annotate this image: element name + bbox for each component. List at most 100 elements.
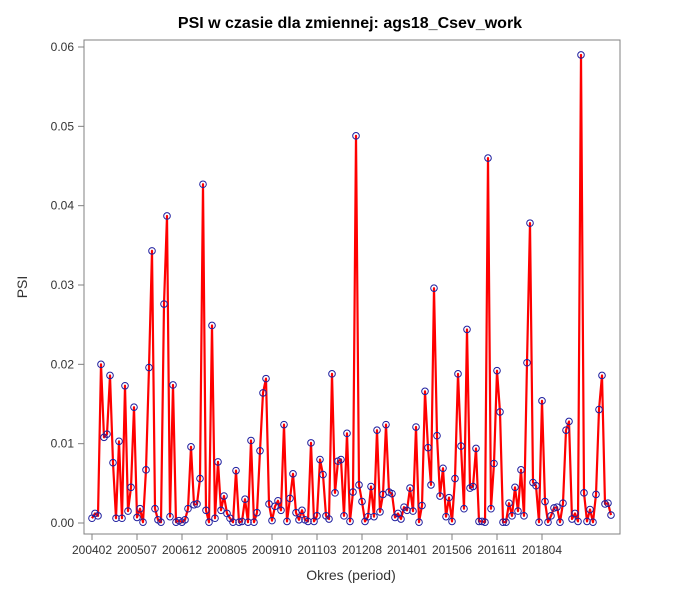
data-point: [502, 518, 510, 527]
data-point: [457, 442, 465, 450]
data-point: [475, 517, 483, 526]
x-tick-label: 200910: [252, 543, 292, 557]
data-point: [451, 474, 459, 483]
chart-title: PSI w czasie dla zmiennej: ags18_Csev_wo…: [178, 15, 522, 32]
data-point: [145, 363, 153, 372]
x-tick-label: 201103: [297, 543, 336, 557]
data-point: [523, 358, 531, 367]
data-point: [103, 430, 111, 438]
x-tick-label: 201611: [477, 543, 516, 557]
data-point: [598, 371, 606, 380]
data-point: [583, 517, 591, 526]
data-point: [337, 455, 345, 464]
data-point: [205, 518, 213, 527]
data-point: [283, 517, 291, 526]
data-point: [553, 503, 561, 511]
data-point: [157, 518, 165, 527]
data-point: [97, 360, 105, 369]
data-point: [535, 518, 543, 527]
data-point: [331, 489, 339, 497]
data-point: [364, 512, 372, 521]
data-point: [256, 447, 264, 455]
data-point: [217, 506, 225, 515]
data-point: [511, 483, 519, 492]
data-point: [577, 51, 585, 59]
data-point: [340, 512, 348, 520]
data-point: [382, 420, 390, 429]
data-point: [124, 507, 132, 515]
data-point: [580, 489, 588, 497]
data-point: [433, 431, 441, 440]
data-point: [235, 518, 243, 527]
data-point: [109, 458, 117, 467]
data-point: [595, 405, 603, 414]
data-point: [325, 515, 333, 523]
data-point: [304, 517, 312, 526]
data-point: [220, 492, 228, 500]
data-point: [250, 518, 258, 527]
data-point: [139, 518, 147, 527]
data-point: [559, 499, 567, 507]
data-point: [514, 507, 522, 515]
data-point: [604, 499, 612, 507]
data-point: [163, 212, 171, 220]
x-axis: 200402 200507 200612 200805 200910 201103 2012…: [72, 534, 562, 557]
data-point: [592, 490, 600, 499]
data-point: [181, 516, 189, 524]
data-point: [460, 504, 468, 513]
data-point: [526, 219, 534, 227]
data-point: [244, 518, 252, 527]
data-point: [196, 474, 204, 483]
data-point: [118, 514, 126, 523]
data-point: [421, 387, 429, 396]
data-point: [571, 509, 579, 518]
y-tick-label: 0.06: [51, 40, 75, 54]
x-axis-label: Okres (period): [306, 567, 395, 583]
x-tick-label: 200507: [117, 543, 157, 557]
y-tick-label: 0.02: [51, 357, 75, 371]
data-point: [130, 403, 138, 411]
series-group: [88, 51, 615, 527]
data-point: [268, 516, 276, 525]
data-point: [184, 504, 192, 513]
data-point: [505, 499, 513, 507]
data-point: [388, 489, 396, 498]
y-tick-label: 0.01: [51, 437, 75, 451]
data-point: [472, 444, 480, 453]
data-point: [454, 370, 462, 378]
y-tick-label: 0.04: [51, 199, 75, 213]
data-point: [439, 464, 447, 473]
data-point: [127, 483, 135, 492]
data-point: [295, 516, 303, 524]
data-point: [517, 466, 525, 474]
data-point: [136, 504, 144, 513]
data-point: [442, 512, 450, 521]
data-point: [133, 513, 141, 522]
data-point: [412, 423, 420, 431]
data-point: [253, 508, 261, 517]
data-point: [601, 500, 609, 508]
data-point: [214, 458, 222, 466]
data-point: [370, 512, 378, 521]
data-point: [166, 512, 174, 521]
data-point: [520, 512, 528, 520]
data-point: [481, 518, 489, 527]
data-point: [229, 518, 237, 527]
data-point: [208, 321, 216, 330]
data-point: [313, 512, 321, 520]
data-point: [241, 495, 249, 504]
data-point: [280, 420, 288, 429]
data-point: [556, 518, 564, 527]
data-point: [115, 437, 123, 446]
x-tick-label: 200805: [207, 543, 247, 557]
x-tick-label: 201208: [342, 543, 382, 557]
data-point: [490, 459, 498, 468]
data-point: [544, 518, 552, 527]
data-point: [289, 470, 297, 478]
data-point: [343, 429, 351, 438]
data-point: [328, 370, 336, 378]
data-point: [151, 504, 159, 513]
data-point: [424, 443, 432, 452]
data-point: [565, 417, 573, 426]
plot-frame: [83, 39, 621, 535]
